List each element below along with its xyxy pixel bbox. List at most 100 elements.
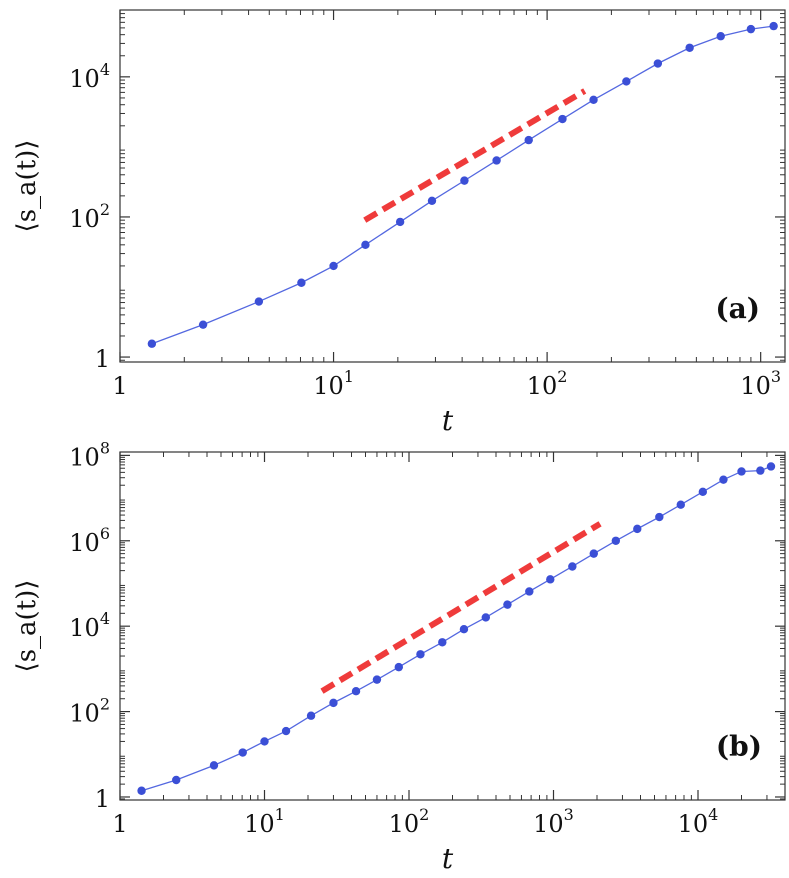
data-point bbox=[655, 512, 664, 522]
x-tick-base: 1 bbox=[112, 810, 127, 838]
data-point bbox=[737, 467, 746, 476]
data-point bbox=[503, 600, 512, 609]
x-tick-exponent: 2 bbox=[557, 367, 567, 386]
x-tick-exponent: 3 bbox=[564, 805, 574, 824]
x-tick-base: 10 bbox=[740, 372, 771, 400]
data-point bbox=[546, 575, 555, 584]
data-point bbox=[394, 662, 404, 672]
reference-slope-line bbox=[320, 521, 602, 694]
x-tick-exponent: 2 bbox=[419, 805, 429, 824]
data-point bbox=[756, 466, 765, 475]
data-point bbox=[427, 196, 437, 206]
y-tick-exponent: 8 bbox=[100, 438, 110, 457]
x-tick-base: 10 bbox=[313, 372, 344, 400]
x-tick-base: 10 bbox=[527, 372, 558, 400]
data-point bbox=[395, 217, 405, 227]
x-tick-exponent: 1 bbox=[275, 805, 285, 824]
data-point bbox=[297, 278, 306, 287]
x-tick-label: 102 bbox=[389, 805, 430, 838]
data-point bbox=[568, 562, 577, 571]
x-tick-label: 103 bbox=[533, 805, 574, 838]
data-point bbox=[281, 726, 291, 736]
x-tick-base: 10 bbox=[389, 810, 420, 838]
data-point bbox=[653, 59, 663, 68]
data-point bbox=[766, 462, 776, 471]
y-tick-exponent: 2 bbox=[100, 200, 110, 219]
panel-label: (b) bbox=[716, 730, 762, 763]
data-point bbox=[589, 95, 598, 105]
y-tick-base: 10 bbox=[69, 700, 100, 728]
x-tick-base: 10 bbox=[244, 810, 275, 838]
data-point bbox=[492, 156, 501, 165]
x-tick-exponent: 3 bbox=[771, 367, 781, 386]
data-point bbox=[746, 24, 756, 34]
y-axis-title: ⟨s_a(t)⟩ bbox=[12, 580, 42, 673]
data-point bbox=[254, 297, 264, 306]
data-point bbox=[769, 21, 778, 31]
data-point bbox=[525, 587, 534, 596]
y-tick-base: 10 bbox=[69, 205, 100, 233]
x-tick-base: 10 bbox=[678, 810, 709, 838]
data-point bbox=[238, 748, 247, 757]
y-tick-base: 1 bbox=[95, 345, 110, 373]
x-axis-title: t bbox=[442, 842, 454, 875]
y-tick-label: 1 bbox=[95, 345, 110, 373]
data-point bbox=[306, 711, 316, 720]
data-point bbox=[685, 43, 694, 52]
x-tick-label: 102 bbox=[527, 367, 568, 400]
data-point bbox=[172, 775, 181, 785]
x-tick-label: 1 bbox=[112, 810, 127, 838]
y-tick-exponent: 4 bbox=[100, 60, 110, 79]
x-tick-label: 101 bbox=[244, 805, 285, 838]
data-point bbox=[611, 536, 621, 545]
y-tick-exponent: 4 bbox=[100, 609, 110, 628]
y-tick-label: 102 bbox=[69, 200, 110, 233]
y-tick-label: 104 bbox=[69, 609, 110, 642]
data-point bbox=[361, 240, 370, 250]
y-tick-label: 102 bbox=[69, 695, 110, 728]
data-point bbox=[209, 761, 219, 770]
series-line bbox=[151, 25, 774, 345]
series-line bbox=[141, 465, 772, 792]
x-tick-base: 10 bbox=[533, 810, 564, 838]
y-tick-base: 10 bbox=[69, 529, 100, 557]
y-tick-base: 10 bbox=[69, 443, 100, 471]
data-point bbox=[622, 77, 631, 86]
data-point bbox=[260, 737, 269, 746]
x-tick-base: 1 bbox=[112, 372, 127, 400]
x-tick-exponent: 1 bbox=[344, 367, 354, 386]
y-tick-exponent: 6 bbox=[100, 524, 110, 543]
minor-ticks bbox=[120, 9, 785, 362]
x-tick-label: 103 bbox=[740, 367, 781, 400]
y-tick-base: 10 bbox=[69, 614, 100, 642]
data-point bbox=[719, 475, 728, 484]
y-tick-base: 1 bbox=[95, 785, 110, 813]
reference-slope-line bbox=[363, 88, 587, 223]
y-tick-label: 1 bbox=[95, 785, 110, 813]
y-tick-label: 108 bbox=[69, 438, 110, 471]
data-point bbox=[716, 32, 725, 41]
data-point bbox=[438, 638, 447, 647]
data-point bbox=[589, 549, 598, 558]
data-point bbox=[137, 786, 146, 795]
x-axis-title: t bbox=[442, 404, 454, 437]
data-point bbox=[633, 524, 642, 534]
data-point bbox=[372, 675, 382, 684]
minor-ticks bbox=[120, 452, 786, 800]
y-tick-label: 104 bbox=[69, 60, 110, 93]
panel-label: (a) bbox=[715, 292, 760, 325]
data-point bbox=[481, 613, 490, 622]
plot-frame bbox=[119, 9, 786, 363]
plot-frame bbox=[119, 451, 786, 801]
data-point bbox=[676, 500, 685, 509]
data-point bbox=[147, 339, 157, 348]
data-point bbox=[698, 487, 708, 497]
y-axis-title: ⟨s_a(t)⟩ bbox=[12, 140, 42, 233]
data-point bbox=[351, 687, 361, 696]
x-tick-label: 104 bbox=[678, 805, 719, 838]
data-point bbox=[329, 698, 338, 708]
data-point bbox=[558, 114, 567, 124]
